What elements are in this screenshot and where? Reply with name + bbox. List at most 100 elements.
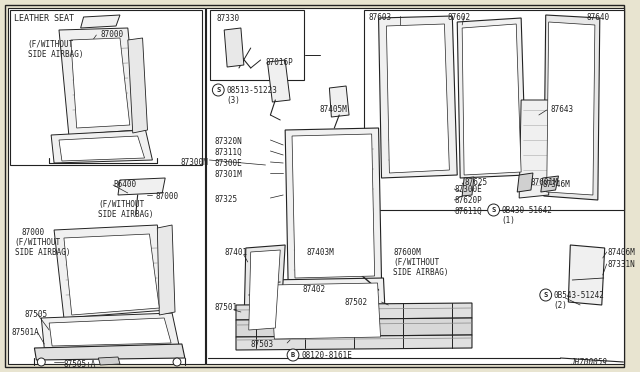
Polygon shape bbox=[64, 234, 159, 315]
Text: 87300E: 87300E bbox=[214, 159, 242, 168]
Text: 87000: 87000 bbox=[156, 192, 179, 201]
Polygon shape bbox=[236, 303, 472, 320]
Text: SIDE AIRBAG): SIDE AIRBAG) bbox=[15, 248, 70, 257]
Text: (F/WITHOUT: (F/WITHOUT bbox=[15, 238, 61, 247]
Text: 87503: 87503 bbox=[251, 340, 274, 349]
Polygon shape bbox=[330, 86, 349, 117]
Polygon shape bbox=[118, 178, 165, 195]
Text: 87602: 87602 bbox=[447, 13, 470, 22]
Polygon shape bbox=[387, 24, 449, 173]
Text: 87640: 87640 bbox=[586, 13, 609, 22]
Bar bbox=[10, 10, 202, 165]
Text: SIDE AIRBAG): SIDE AIRBAG) bbox=[28, 50, 83, 59]
Polygon shape bbox=[285, 128, 381, 282]
Polygon shape bbox=[517, 173, 533, 192]
Text: 87403M: 87403M bbox=[307, 248, 335, 257]
Text: (3): (3) bbox=[226, 96, 240, 105]
Polygon shape bbox=[81, 15, 120, 28]
Text: B: B bbox=[291, 352, 295, 358]
Text: (F/WITHOUT: (F/WITHOUT bbox=[28, 40, 74, 49]
Text: 87000: 87000 bbox=[22, 228, 45, 237]
Text: 87501: 87501 bbox=[214, 303, 237, 312]
Text: 87300E: 87300E bbox=[454, 185, 482, 194]
Text: 87505: 87505 bbox=[24, 310, 48, 319]
Polygon shape bbox=[544, 15, 600, 200]
Polygon shape bbox=[236, 318, 472, 337]
Polygon shape bbox=[42, 313, 179, 348]
Text: JH700059: JH700059 bbox=[570, 358, 607, 367]
Text: LEATHER SEAT: LEATHER SEAT bbox=[14, 14, 74, 23]
Text: B6400: B6400 bbox=[113, 180, 136, 189]
Text: 87301M: 87301M bbox=[214, 170, 242, 179]
Text: 87502: 87502 bbox=[344, 298, 367, 307]
Polygon shape bbox=[271, 283, 381, 339]
Text: 87016P: 87016P bbox=[266, 58, 293, 67]
Text: 0B430-51642: 0B430-51642 bbox=[502, 206, 552, 215]
Polygon shape bbox=[568, 245, 605, 305]
Text: 87643: 87643 bbox=[550, 105, 574, 114]
Text: 87406M: 87406M bbox=[607, 248, 636, 257]
Text: 87000: 87000 bbox=[100, 30, 124, 39]
Text: 87346M: 87346M bbox=[543, 180, 570, 189]
Text: S: S bbox=[543, 292, 548, 298]
Polygon shape bbox=[292, 134, 374, 278]
Text: 87501A: 87501A bbox=[12, 328, 40, 337]
Polygon shape bbox=[462, 177, 474, 196]
Text: (1): (1) bbox=[502, 216, 515, 225]
Text: 87300M: 87300M bbox=[180, 158, 209, 167]
Text: 87611Q: 87611Q bbox=[454, 207, 482, 216]
Text: 87600M: 87600M bbox=[394, 248, 421, 257]
Polygon shape bbox=[71, 38, 130, 128]
Polygon shape bbox=[59, 136, 145, 161]
Text: (F/WITHOUT: (F/WITHOUT bbox=[99, 200, 145, 209]
Polygon shape bbox=[547, 22, 595, 195]
Bar bbox=[364, 10, 625, 210]
Polygon shape bbox=[244, 245, 285, 332]
Text: SIDE AIRBAG): SIDE AIRBAG) bbox=[394, 268, 449, 277]
Circle shape bbox=[37, 358, 45, 366]
Polygon shape bbox=[249, 250, 280, 330]
Text: 87505+A: 87505+A bbox=[64, 360, 96, 369]
Text: 87320N: 87320N bbox=[214, 137, 242, 146]
Text: 87625: 87625 bbox=[464, 178, 487, 187]
Text: (F/WITHOUT: (F/WITHOUT bbox=[394, 258, 440, 267]
Circle shape bbox=[173, 358, 181, 366]
Polygon shape bbox=[99, 357, 120, 365]
Text: 08120-8161E: 08120-8161E bbox=[302, 351, 353, 360]
Text: S: S bbox=[492, 207, 496, 213]
Text: SIDE AIRBAG): SIDE AIRBAG) bbox=[99, 210, 154, 219]
Text: 87620P: 87620P bbox=[454, 196, 482, 205]
Text: 87402: 87402 bbox=[303, 285, 326, 294]
Text: 87330: 87330 bbox=[216, 14, 239, 23]
Polygon shape bbox=[51, 130, 152, 163]
Text: 08513-51223: 08513-51223 bbox=[226, 86, 277, 95]
Text: 87405M: 87405M bbox=[319, 105, 348, 114]
Polygon shape bbox=[59, 28, 138, 135]
Polygon shape bbox=[54, 225, 167, 318]
Bar bbox=[8, 8, 205, 364]
Text: 87601M: 87601M bbox=[531, 178, 559, 187]
Bar bbox=[207, 8, 625, 364]
Polygon shape bbox=[379, 16, 457, 178]
Text: 87325: 87325 bbox=[214, 195, 237, 204]
Bar bbox=[211, 10, 304, 80]
Polygon shape bbox=[462, 24, 521, 175]
Polygon shape bbox=[266, 278, 387, 342]
Polygon shape bbox=[35, 344, 185, 360]
Text: 87331N: 87331N bbox=[607, 260, 636, 269]
Polygon shape bbox=[457, 18, 526, 178]
Polygon shape bbox=[268, 60, 290, 102]
Circle shape bbox=[287, 349, 299, 361]
Text: 0B543-51242: 0B543-51242 bbox=[554, 291, 604, 300]
Circle shape bbox=[540, 289, 552, 301]
Text: 87311Q: 87311Q bbox=[214, 148, 242, 157]
Polygon shape bbox=[236, 335, 472, 350]
Polygon shape bbox=[519, 100, 550, 198]
Polygon shape bbox=[157, 225, 175, 315]
Polygon shape bbox=[49, 318, 171, 346]
Text: S: S bbox=[216, 87, 220, 93]
Text: 87603: 87603 bbox=[369, 13, 392, 22]
Polygon shape bbox=[128, 38, 147, 133]
Polygon shape bbox=[541, 176, 559, 192]
Text: 87401: 87401 bbox=[224, 248, 247, 257]
